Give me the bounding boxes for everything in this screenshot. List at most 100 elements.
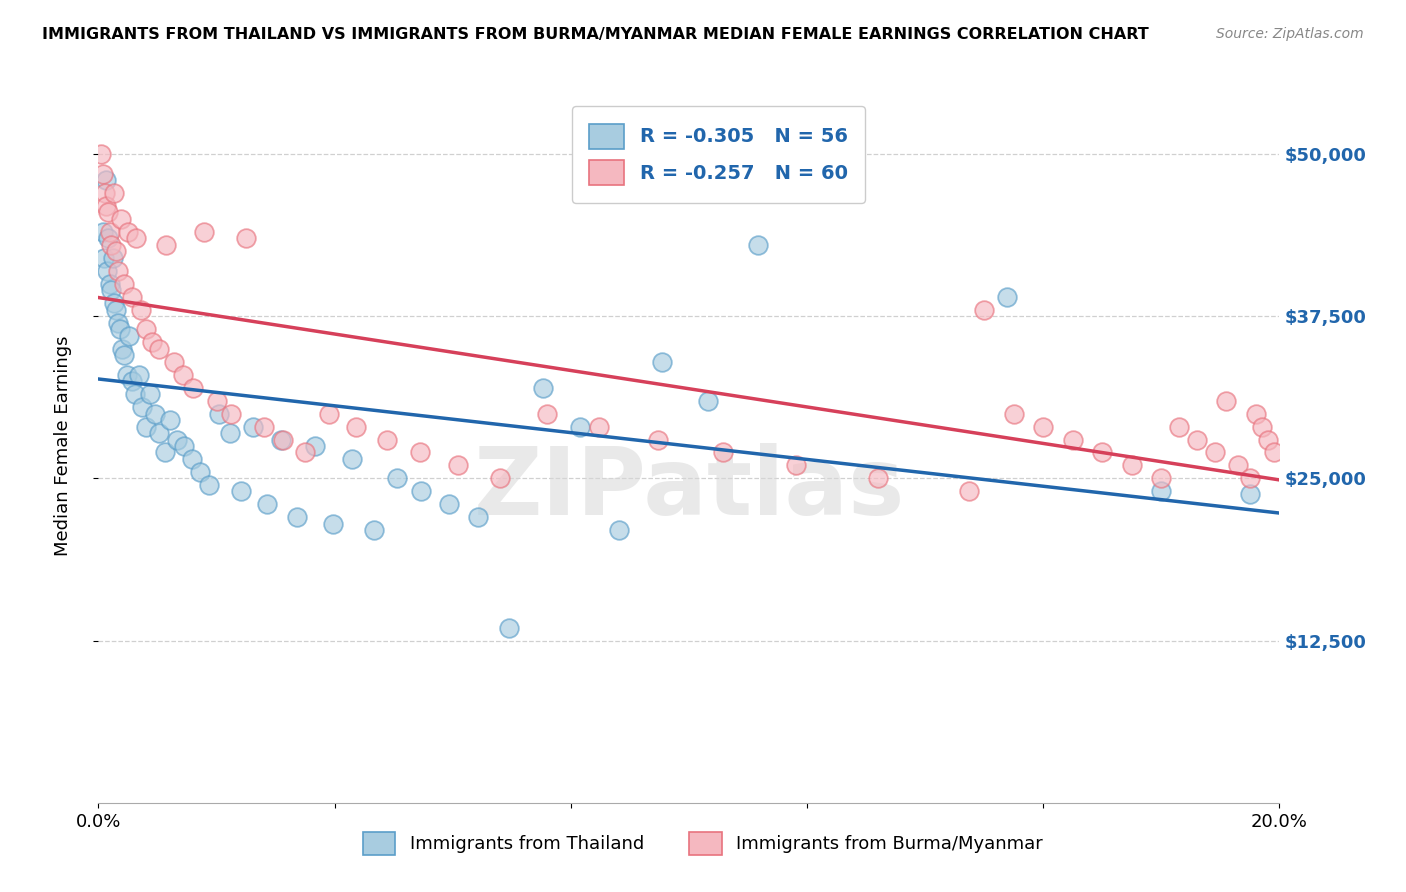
Point bbox=[322, 516, 344, 531]
Point bbox=[91, 167, 114, 181]
Point bbox=[588, 419, 610, 434]
Point bbox=[143, 407, 166, 421]
Point bbox=[135, 322, 157, 336]
Point bbox=[1062, 433, 1084, 447]
Point bbox=[1239, 471, 1261, 485]
Point bbox=[536, 407, 558, 421]
Point bbox=[181, 381, 204, 395]
Point bbox=[115, 368, 138, 382]
Point bbox=[647, 433, 669, 447]
Point bbox=[100, 283, 122, 297]
Point bbox=[97, 231, 120, 245]
Point bbox=[385, 471, 408, 485]
Point bbox=[155, 238, 177, 252]
Point bbox=[94, 199, 117, 213]
Text: IMMIGRANTS FROM THAILAND VS IMMIGRANTS FROM BURMA/MYANMAR MEDIAN FEMALE EARNINGS: IMMIGRANTS FROM THAILAND VS IMMIGRANTS F… bbox=[42, 27, 1149, 42]
Point bbox=[437, 497, 460, 511]
Point bbox=[135, 419, 157, 434]
Point bbox=[128, 368, 150, 382]
Point bbox=[1150, 484, 1173, 499]
Point bbox=[256, 497, 278, 511]
Point bbox=[107, 264, 129, 278]
Point bbox=[121, 374, 143, 388]
Point bbox=[218, 425, 240, 440]
Point bbox=[219, 407, 242, 421]
Point bbox=[651, 354, 673, 368]
Point bbox=[253, 419, 276, 434]
Point bbox=[110, 211, 132, 226]
Point bbox=[96, 264, 118, 278]
Point bbox=[141, 335, 163, 350]
Point bbox=[411, 484, 433, 499]
Point bbox=[271, 433, 294, 447]
Point bbox=[198, 478, 221, 492]
Legend: R = -0.305   N = 56, R = -0.257   N = 60: R = -0.305 N = 56, R = -0.257 N = 60 bbox=[572, 106, 865, 202]
Point bbox=[90, 147, 112, 161]
Point bbox=[111, 342, 134, 356]
Point bbox=[1263, 445, 1285, 459]
Point bbox=[957, 484, 980, 499]
Point bbox=[447, 458, 470, 473]
Point bbox=[94, 173, 117, 187]
Point bbox=[117, 225, 139, 239]
Point bbox=[568, 419, 591, 434]
Point bbox=[153, 445, 176, 459]
Point bbox=[711, 445, 734, 459]
Point bbox=[163, 354, 186, 368]
Point bbox=[489, 471, 512, 485]
Point bbox=[105, 244, 128, 259]
Point bbox=[166, 433, 188, 447]
Point bbox=[105, 302, 128, 317]
Point bbox=[1257, 433, 1279, 447]
Point bbox=[173, 439, 195, 453]
Point bbox=[607, 524, 630, 538]
Point bbox=[318, 407, 340, 421]
Point bbox=[180, 452, 202, 467]
Point bbox=[363, 524, 385, 538]
Point bbox=[467, 510, 489, 524]
Point bbox=[148, 342, 170, 356]
Point bbox=[103, 296, 125, 310]
Legend: Immigrants from Thailand, Immigrants from Burma/Myanmar: Immigrants from Thailand, Immigrants fro… bbox=[349, 817, 1057, 870]
Point bbox=[995, 290, 1018, 304]
Point bbox=[107, 316, 129, 330]
Point bbox=[1227, 458, 1250, 473]
Point bbox=[294, 445, 316, 459]
Y-axis label: Median Female Earnings: Median Female Earnings bbox=[53, 335, 72, 557]
Text: ZIPatlas: ZIPatlas bbox=[474, 442, 904, 535]
Point bbox=[112, 277, 135, 291]
Point bbox=[205, 393, 228, 408]
Point bbox=[131, 400, 153, 414]
Point bbox=[531, 381, 554, 395]
Point bbox=[193, 225, 215, 239]
Point bbox=[94, 186, 117, 200]
Point bbox=[270, 433, 292, 447]
Point bbox=[1204, 445, 1226, 459]
Point bbox=[125, 231, 148, 245]
Point bbox=[1121, 458, 1143, 473]
Point bbox=[973, 302, 995, 317]
Point bbox=[747, 238, 769, 252]
Point bbox=[346, 419, 368, 434]
Point bbox=[287, 510, 309, 524]
Point bbox=[235, 231, 257, 245]
Point bbox=[498, 621, 520, 635]
Point bbox=[697, 393, 720, 408]
Point bbox=[242, 419, 264, 434]
Point bbox=[148, 425, 170, 440]
Point bbox=[108, 322, 131, 336]
Point bbox=[1168, 419, 1191, 434]
Point bbox=[208, 407, 231, 421]
Point bbox=[1239, 487, 1261, 501]
Point bbox=[93, 251, 115, 265]
Point bbox=[1250, 419, 1272, 434]
Point bbox=[1002, 407, 1025, 421]
Point bbox=[97, 205, 120, 219]
Point bbox=[124, 387, 146, 401]
Point bbox=[409, 445, 432, 459]
Point bbox=[188, 465, 211, 479]
Point bbox=[1244, 407, 1267, 421]
Point bbox=[112, 348, 135, 362]
Point bbox=[101, 251, 124, 265]
Point bbox=[342, 452, 364, 467]
